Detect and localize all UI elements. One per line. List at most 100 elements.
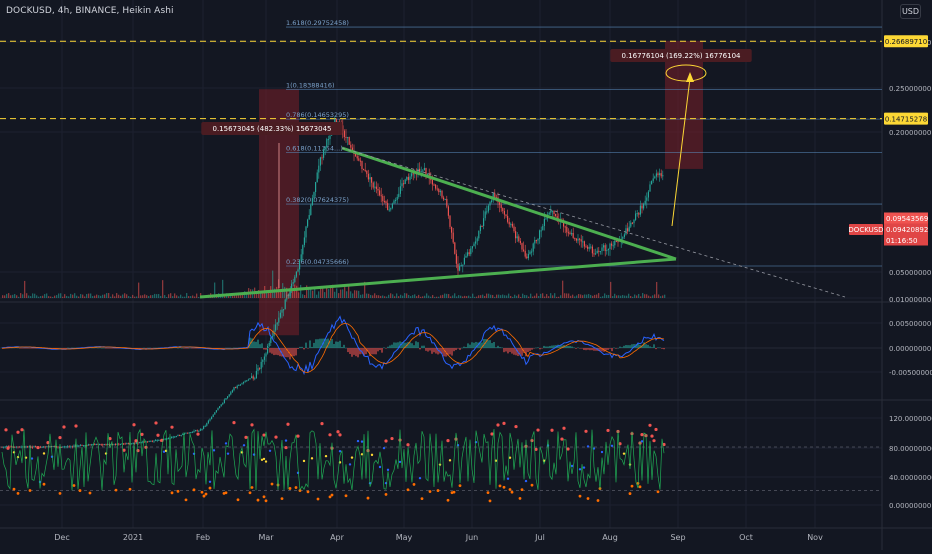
currency-button[interactable]: USD <box>900 4 921 19</box>
volume-bar <box>482 294 484 298</box>
volume-bar <box>74 293 76 298</box>
macd-histogram-bar <box>639 344 641 348</box>
volume-bar <box>192 295 194 298</box>
macd-histogram-bar <box>401 342 403 348</box>
osc-dot-low <box>250 486 254 489</box>
osc-dot-high <box>490 432 494 436</box>
osc-dot-low <box>530 483 534 487</box>
macd-histogram-bar <box>339 340 341 348</box>
osc-dot-high <box>336 430 340 434</box>
price-candle <box>612 245 614 247</box>
price-candle <box>430 178 432 180</box>
price-candle <box>377 188 379 191</box>
price-candle <box>660 173 662 177</box>
volume-bar <box>164 295 166 298</box>
volume-bar <box>372 295 374 298</box>
macd-histogram-bar <box>141 348 143 349</box>
osc-dot-low <box>270 482 274 486</box>
macd-axis-tick: -0.00500000 <box>889 369 932 377</box>
osc-dot-high <box>654 427 658 432</box>
price-candle <box>252 376 254 379</box>
volume-bar <box>334 291 336 298</box>
macd-histogram-bar <box>109 348 111 349</box>
macd-histogram-bar <box>527 348 529 352</box>
price-axis-tick: 0.01000000 <box>889 296 931 304</box>
macd-histogram-bar <box>285 348 287 358</box>
osc-dot-low <box>458 484 462 488</box>
price-candle <box>262 359 264 362</box>
price-candle <box>396 196 398 201</box>
volume-bar <box>220 296 222 298</box>
price-candle <box>591 246 593 254</box>
osc-axis-tick: 0.00000000 <box>889 502 931 510</box>
macd-histogram-bar <box>69 347 71 349</box>
osc-axis-tick: 80.00000000 <box>889 445 932 453</box>
price-candle <box>60 446 62 448</box>
volume-bar <box>154 293 156 298</box>
macd-histogram-bar <box>509 348 511 352</box>
price-candle <box>529 251 531 254</box>
price-candle <box>51 446 53 448</box>
price-candle <box>375 186 377 189</box>
macd-histogram-bar <box>567 345 569 348</box>
macd-histogram-bar <box>13 347 15 349</box>
volume-bar <box>350 291 352 298</box>
price-candle <box>468 252 470 255</box>
volume-bar <box>144 294 146 298</box>
osc-dot-high <box>154 421 158 425</box>
price-candle <box>535 240 537 242</box>
osc-dot-low <box>236 498 240 502</box>
volume-bar <box>112 294 114 298</box>
price-candle <box>643 203 645 209</box>
price-candle <box>422 170 424 172</box>
macd-histogram-bar <box>631 344 633 348</box>
osc-dot-high <box>284 445 288 450</box>
price-candle <box>385 201 387 204</box>
macd-histogram-bar <box>583 348 585 350</box>
volume-bar <box>652 295 654 298</box>
price-candle <box>649 184 651 192</box>
price-candle <box>476 238 478 242</box>
volume-bar <box>494 296 496 298</box>
price-candle <box>89 444 91 446</box>
osc-dot-low <box>114 488 118 492</box>
measure-label-2-bg <box>610 49 752 62</box>
price-candle <box>382 195 384 202</box>
price-candle <box>326 139 328 148</box>
price-candle <box>407 177 409 181</box>
time-axis-tick: May <box>396 533 413 542</box>
osc-dot-low <box>72 484 76 487</box>
volume-bar <box>402 295 404 298</box>
price-candle <box>404 179 406 184</box>
price-candle <box>31 446 33 448</box>
osc-dot-signal <box>42 452 46 455</box>
macd-histogram-bar <box>529 348 531 351</box>
volume-bar <box>196 293 198 298</box>
osc-dot-mid <box>600 450 604 454</box>
price-candle <box>454 242 456 254</box>
osc-dot-low <box>510 490 514 494</box>
volume-bar <box>574 296 576 298</box>
macd-histogram-bar <box>449 348 451 355</box>
macd-histogram-bar <box>269 348 271 353</box>
volume-bar <box>528 296 530 298</box>
macd-histogram-bar <box>555 345 557 348</box>
price-candle <box>254 378 256 380</box>
macd-histogram-bar <box>399 341 401 348</box>
volume-bar <box>442 294 444 298</box>
macd-histogram-bar <box>35 348 37 349</box>
fib-level-label: 0.236(0.04735666) <box>286 258 349 266</box>
volume-bar <box>104 294 106 298</box>
price-candle <box>308 214 310 220</box>
osc-dot-high <box>156 433 160 437</box>
macd-histogram-bar <box>295 348 297 356</box>
macd-histogram-bar <box>613 347 615 349</box>
volume-bar <box>266 290 268 298</box>
volume-bar <box>344 287 346 298</box>
price-candle <box>99 444 101 446</box>
osc-dot-signal <box>350 456 354 459</box>
price-candle <box>601 247 603 252</box>
osc-dot-mid <box>338 450 342 453</box>
